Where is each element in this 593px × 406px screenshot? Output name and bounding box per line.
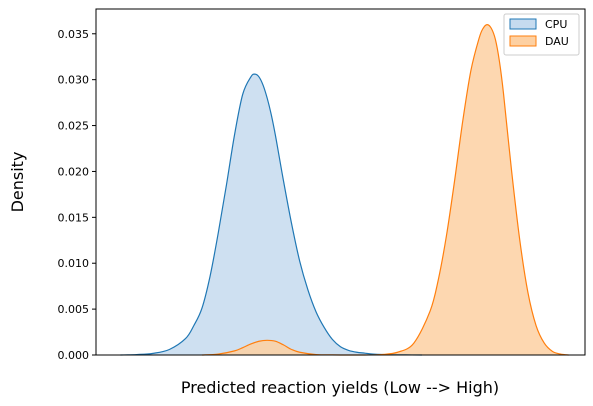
plot-frame [95,8,586,356]
legend-label-cpu: CPU [545,18,567,31]
series-line-dau [201,23,569,356]
plot-fills [120,24,569,355]
y-tick-label: 0.010 [58,257,90,270]
x-axis-label: Predicted reaction yields (Low --> High) [181,378,499,397]
y-tick-label: 0.005 [58,303,90,316]
series-line-cpu [120,73,423,356]
y-tick-label: 0.035 [58,28,90,41]
y-tick-label: 0.015 [58,211,90,224]
legend-swatch-cpu [509,18,537,30]
plot-lines [120,23,569,356]
y-axis-ticks: 0.000 0.005 0.010 0.015 0.020 0.025 0.030 0.035 [58,28,96,362]
legend-label-dau: DAU [545,35,569,48]
series-area-dau [201,24,569,355]
y-axis-label: Density [8,152,27,213]
y-tick-label: 0.000 [58,349,90,362]
legend-swatch-dau [509,35,537,47]
y-tick-label: 0.020 [58,165,90,178]
y-tick-label: 0.030 [58,74,90,87]
series-area-cpu [120,74,422,355]
legend: CPU DAU [503,13,580,56]
y-tick-label: 0.025 [58,120,90,133]
